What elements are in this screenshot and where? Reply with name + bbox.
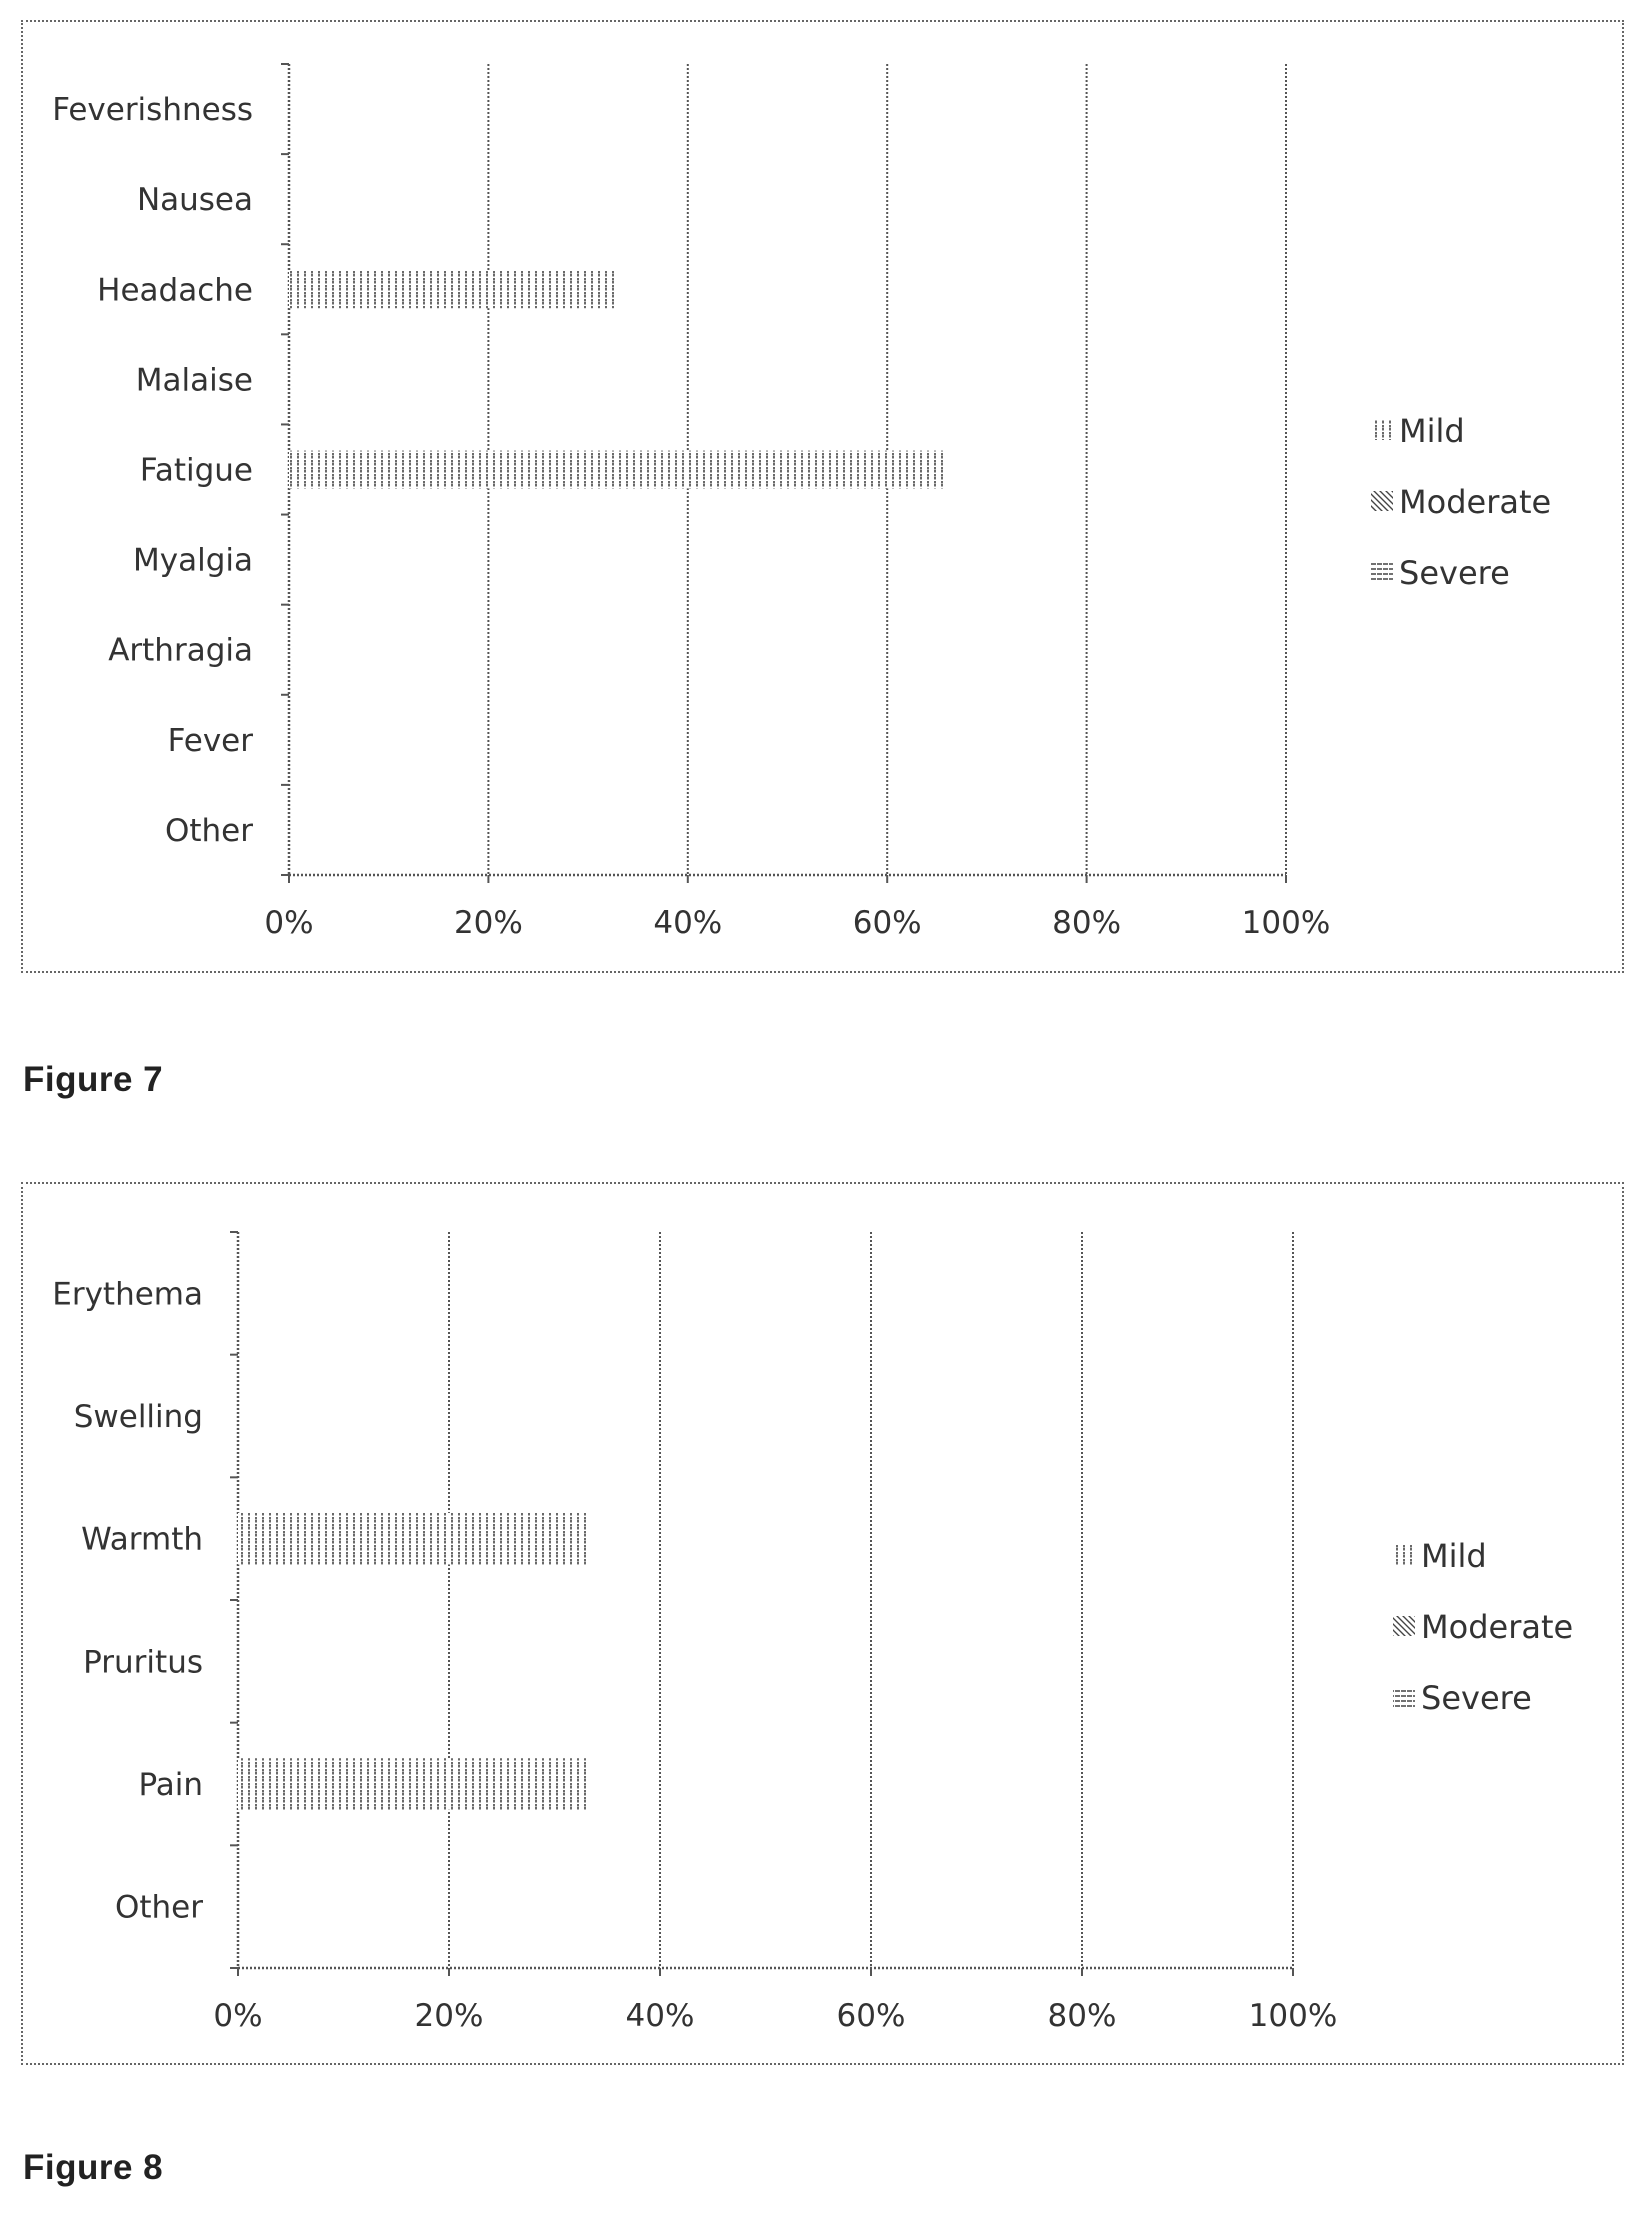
- x-tick-label: 20%: [454, 905, 523, 941]
- x-tick-label: 100%: [1249, 1998, 1338, 2034]
- figure-8-chart: 0% 20% 40% 60% 80% 100% Erythema Swelling Warmth…: [52, 1231, 1573, 2034]
- legend-swatch-severe: [1371, 562, 1393, 582]
- category-label-swelling: Swelling: [74, 1399, 203, 1435]
- bar-mild-warmth: [238, 1512, 587, 1565]
- legend-label-mild: Mild: [1399, 412, 1465, 450]
- x-tick-label: 60%: [853, 905, 922, 941]
- legend-label-mild: Mild: [1421, 1537, 1487, 1575]
- figure-7-chart-frame: 0% 20% 40% 60% 80% 100% Feverishness Nausea Head…: [21, 20, 1624, 973]
- figure-8-chart-frame: 0% 20% 40% 60% 80% 100% Erythema Swelling Warmth…: [21, 1182, 1624, 2065]
- x-tick-label: 40%: [626, 1998, 695, 2034]
- legend-label-moderate: Moderate: [1399, 483, 1551, 521]
- x-tick-label: 80%: [1048, 1998, 1117, 2034]
- figure-7-caption: Figure 7: [23, 1060, 164, 1099]
- category-label-fever: Fever: [168, 723, 254, 759]
- legend-label-moderate: Moderate: [1421, 1608, 1573, 1646]
- category-label-arthragia: Arthragia: [108, 633, 253, 669]
- category-label-nausea: Nausea: [137, 182, 253, 218]
- legend-label-severe: Severe: [1421, 1679, 1532, 1717]
- figure-8-caption: Figure 8: [23, 2148, 164, 2187]
- x-tick-label: 0%: [213, 1998, 262, 2034]
- category-label-myalgia: Myalgia: [133, 543, 253, 579]
- legend-swatch-mild: [1393, 1545, 1415, 1565]
- category-label-headache: Headache: [97, 272, 253, 308]
- category-label-pain: Pain: [138, 1767, 203, 1803]
- category-label-warmth: Warmth: [81, 1522, 203, 1558]
- x-tick-label: 80%: [1052, 905, 1121, 941]
- legend-label-severe: Severe: [1399, 554, 1510, 592]
- x-tick-label: 0%: [264, 905, 313, 941]
- legend-swatch-mild: [1371, 420, 1393, 440]
- x-tick-label: 40%: [653, 905, 722, 941]
- category-label-other: Other: [165, 813, 253, 849]
- category-label-feverishness: Feverishness: [52, 92, 253, 128]
- category-label-other: Other: [115, 1890, 203, 1926]
- category-label-fatigue: Fatigue: [140, 453, 253, 489]
- x-tick-label: 60%: [837, 1998, 906, 2034]
- bar-mild-pain: [238, 1758, 587, 1810]
- category-label-pruritus: Pruritus: [83, 1644, 203, 1680]
- legend-swatch-moderate: [1393, 1616, 1415, 1636]
- category-label-erythema: Erythema: [52, 1276, 203, 1312]
- figure-7-chart: 0% 20% 40% 60% 80% 100% Feverishness Nausea Head…: [52, 63, 1551, 941]
- legend-swatch-severe: [1393, 1687, 1415, 1707]
- category-label-malaise: Malaise: [136, 362, 253, 398]
- legend-swatch-moderate: [1371, 491, 1393, 511]
- x-tick-label: 20%: [415, 1998, 484, 2034]
- bar-mild-fatigue: [289, 450, 948, 489]
- bar-mild-headache: [289, 270, 619, 309]
- x-tick-label: 100%: [1242, 905, 1331, 941]
